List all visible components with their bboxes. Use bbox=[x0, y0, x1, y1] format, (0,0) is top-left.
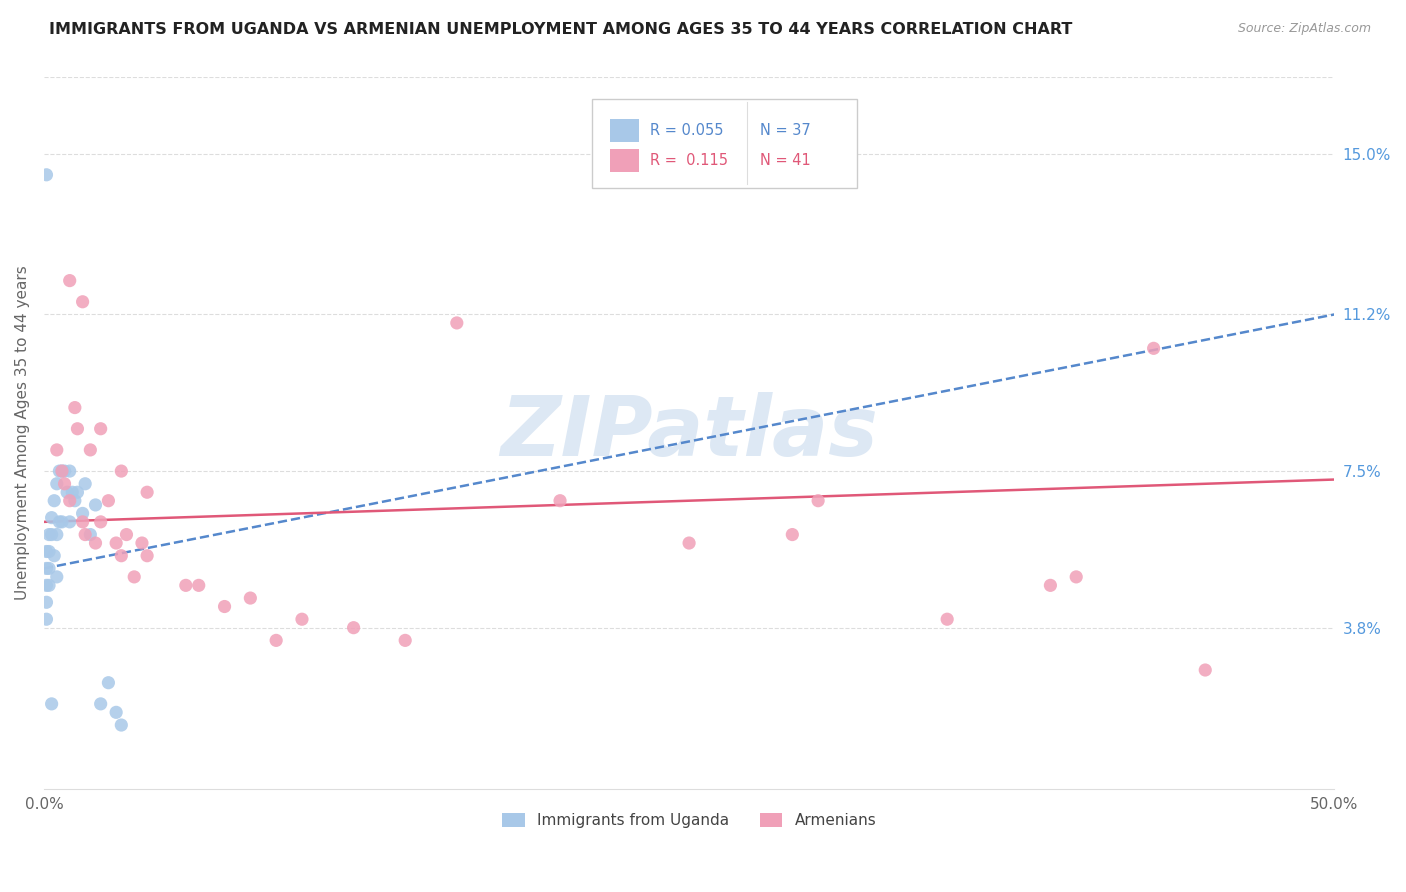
Point bbox=[90, 422, 112, 436]
Point bbox=[214, 599, 236, 614]
Point bbox=[1064, 570, 1087, 584]
FancyBboxPatch shape bbox=[592, 99, 856, 187]
Point bbox=[105, 536, 128, 550]
Point bbox=[174, 578, 197, 592]
Point bbox=[59, 515, 82, 529]
Point bbox=[446, 316, 468, 330]
Point bbox=[53, 476, 76, 491]
Point bbox=[60, 485, 83, 500]
Point bbox=[45, 570, 67, 584]
Point bbox=[264, 633, 287, 648]
Point bbox=[56, 485, 79, 500]
Point bbox=[38, 578, 60, 592]
Point bbox=[38, 544, 60, 558]
Text: N = 37: N = 37 bbox=[761, 123, 811, 138]
Point bbox=[53, 464, 76, 478]
Point bbox=[807, 493, 830, 508]
Point bbox=[75, 476, 97, 491]
Point bbox=[110, 464, 132, 478]
Point bbox=[75, 527, 97, 541]
Point bbox=[110, 549, 132, 563]
Point bbox=[59, 464, 82, 478]
Point bbox=[41, 697, 63, 711]
Point bbox=[72, 294, 94, 309]
Point bbox=[90, 697, 112, 711]
Point bbox=[1143, 342, 1166, 356]
Text: ZIPatlas: ZIPatlas bbox=[501, 392, 877, 474]
Point bbox=[41, 527, 63, 541]
Point bbox=[394, 633, 416, 648]
Point bbox=[38, 527, 60, 541]
Point bbox=[936, 612, 959, 626]
Text: IMMIGRANTS FROM UGANDA VS ARMENIAN UNEMPLOYMENT AMONG AGES 35 TO 44 YEARS CORREL: IMMIGRANTS FROM UGANDA VS ARMENIAN UNEMP… bbox=[49, 22, 1073, 37]
Point bbox=[45, 442, 67, 457]
Point bbox=[48, 515, 70, 529]
Point bbox=[59, 493, 82, 508]
Point bbox=[136, 485, 159, 500]
Point bbox=[115, 527, 138, 541]
Point bbox=[548, 493, 571, 508]
Point bbox=[44, 493, 66, 508]
Point bbox=[63, 401, 86, 415]
Point bbox=[136, 549, 159, 563]
Point bbox=[782, 527, 804, 541]
Point bbox=[35, 578, 58, 592]
Point bbox=[48, 464, 70, 478]
Point bbox=[79, 442, 101, 457]
Point bbox=[72, 515, 94, 529]
Point bbox=[51, 464, 73, 478]
Point bbox=[35, 612, 58, 626]
Point bbox=[66, 422, 89, 436]
Point bbox=[122, 570, 145, 584]
Legend: Immigrants from Uganda, Armenians: Immigrants from Uganda, Armenians bbox=[496, 807, 883, 834]
Point bbox=[45, 476, 67, 491]
Point bbox=[41, 510, 63, 524]
Point bbox=[105, 706, 128, 720]
Point bbox=[59, 274, 82, 288]
Point bbox=[35, 561, 58, 575]
Text: Source: ZipAtlas.com: Source: ZipAtlas.com bbox=[1237, 22, 1371, 36]
Text: N = 41: N = 41 bbox=[761, 153, 811, 168]
Point bbox=[97, 675, 120, 690]
Point bbox=[63, 493, 86, 508]
Point bbox=[291, 612, 314, 626]
Point bbox=[35, 544, 58, 558]
FancyBboxPatch shape bbox=[610, 120, 638, 142]
Point bbox=[35, 595, 58, 609]
Point bbox=[79, 527, 101, 541]
Point bbox=[678, 536, 700, 550]
Point bbox=[1039, 578, 1062, 592]
Point bbox=[44, 549, 66, 563]
Point bbox=[45, 527, 67, 541]
Point bbox=[1194, 663, 1216, 677]
Point bbox=[342, 621, 364, 635]
Point bbox=[110, 718, 132, 732]
Point bbox=[35, 168, 58, 182]
Point bbox=[72, 507, 94, 521]
Point bbox=[97, 493, 120, 508]
Point bbox=[84, 536, 107, 550]
Point bbox=[239, 591, 262, 605]
FancyBboxPatch shape bbox=[610, 149, 638, 172]
Y-axis label: Unemployment Among Ages 35 to 44 years: Unemployment Among Ages 35 to 44 years bbox=[15, 266, 30, 600]
Point bbox=[187, 578, 209, 592]
Point bbox=[131, 536, 153, 550]
Point bbox=[66, 485, 89, 500]
Point bbox=[84, 498, 107, 512]
Point bbox=[90, 515, 112, 529]
Point bbox=[51, 515, 73, 529]
Point bbox=[51, 464, 73, 478]
Point bbox=[38, 561, 60, 575]
Text: R = 0.055: R = 0.055 bbox=[651, 123, 724, 138]
Text: R =  0.115: R = 0.115 bbox=[651, 153, 728, 168]
